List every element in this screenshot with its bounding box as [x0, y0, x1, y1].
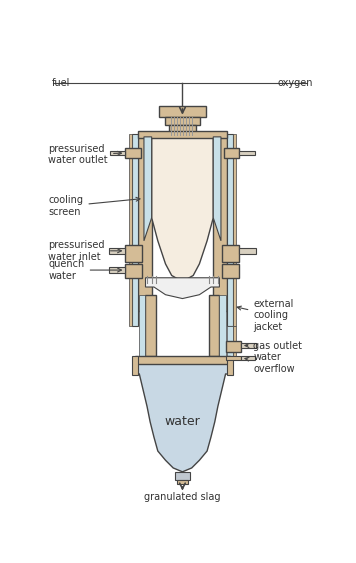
Bar	[139, 294, 146, 356]
Bar	[209, 294, 219, 356]
Text: cooling
screen: cooling screen	[48, 195, 140, 217]
Bar	[159, 106, 205, 117]
Bar	[135, 356, 230, 364]
Bar	[219, 294, 226, 356]
Bar	[241, 356, 255, 360]
Bar	[125, 264, 142, 278]
Bar	[138, 134, 152, 311]
Text: granulated slag: granulated slag	[144, 492, 221, 502]
Bar	[224, 148, 240, 158]
Bar	[110, 151, 125, 155]
Bar	[240, 151, 255, 155]
Polygon shape	[135, 364, 230, 472]
Bar	[222, 264, 240, 278]
Text: gas outlet: gas outlet	[245, 341, 302, 351]
Bar	[241, 343, 256, 348]
Text: pressurised
water inlet: pressurised water inlet	[48, 240, 121, 262]
Bar	[233, 327, 236, 356]
Polygon shape	[146, 278, 219, 298]
Text: external
cooling
jacket: external cooling jacket	[237, 299, 294, 332]
Polygon shape	[152, 134, 213, 282]
Bar	[233, 134, 236, 327]
Text: oxygen: oxygen	[278, 78, 313, 88]
Polygon shape	[144, 137, 152, 241]
Text: water
overflow: water overflow	[245, 352, 295, 374]
Bar	[226, 356, 241, 360]
Bar	[109, 267, 125, 273]
Bar	[138, 131, 227, 138]
Bar	[227, 356, 233, 375]
Polygon shape	[213, 137, 221, 241]
Bar	[226, 341, 241, 352]
Bar	[213, 134, 227, 311]
Bar	[240, 248, 256, 254]
Bar	[222, 245, 240, 262]
Bar	[227, 134, 233, 327]
Bar	[227, 327, 233, 356]
Bar	[109, 248, 125, 254]
Bar	[129, 134, 132, 327]
Bar	[165, 117, 200, 124]
Text: pressurised
water outlet: pressurised water outlet	[48, 144, 121, 166]
Bar	[169, 124, 196, 134]
Text: quench
water: quench water	[48, 260, 121, 281]
Bar	[175, 472, 190, 480]
Bar	[132, 356, 138, 375]
Bar	[125, 148, 141, 158]
Text: water: water	[164, 415, 200, 428]
Bar	[125, 245, 142, 262]
Text: fuel: fuel	[52, 78, 70, 88]
Bar	[132, 134, 138, 327]
Bar	[146, 294, 156, 356]
Bar	[177, 480, 188, 484]
